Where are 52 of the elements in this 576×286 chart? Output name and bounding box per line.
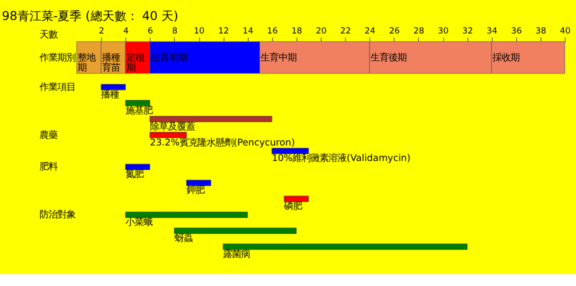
y-tick-label: 作業期別 [38, 52, 76, 64]
bar [222, 244, 468, 250]
bar [150, 132, 187, 138]
x-tick-label: 6 [148, 26, 154, 36]
x-tick-label: 38 [535, 26, 546, 36]
category-label: 23.2%賓克隆水懸劑(Pencycuron) [150, 137, 295, 148]
series-label: 採收期 [492, 52, 520, 64]
x-tick-label: 40 [560, 26, 571, 36]
series-label: 生育後期 [370, 52, 406, 64]
x-tick-label: 26 [389, 26, 400, 36]
text: 農藥 [39, 130, 58, 141]
x-tick-label: 18 [291, 26, 302, 36]
x-tick-label: 12 [218, 26, 229, 36]
bar [125, 164, 150, 170]
series-label: 播種育苗 [102, 52, 120, 74]
x-tick-label: 32 [462, 26, 473, 36]
x-tick-label: 30 [438, 26, 449, 36]
x-tick-label: 34 [486, 26, 498, 36]
text: 肥料 [39, 162, 58, 173]
category-label: 露菌病 [223, 249, 250, 260]
x-tick-label: 36 [511, 26, 522, 36]
category-label: 播種 [101, 89, 120, 100]
x-tick-label: 14 [242, 26, 254, 36]
category-label: 10%維利黴素溶液(Validamycin) [272, 153, 411, 164]
x-tick-label: 20 [316, 26, 327, 36]
x-tick-label: 2 [98, 26, 104, 36]
series-label: 整地期 [78, 52, 96, 74]
x-tick-label: 4 [123, 26, 129, 36]
bar [186, 180, 212, 186]
x-tick-label: 8 [172, 26, 178, 36]
category-label: 小菜蛾 [125, 217, 152, 228]
series-label: 生育初期 [150, 52, 187, 64]
text: 作業項目 [38, 82, 76, 93]
x-tick-label: 24 [364, 26, 376, 36]
x-tick-label: 10 [194, 26, 205, 36]
chart-title: 98青江菜-夏季 (總天數： 40 天) [2, 9, 178, 24]
bar [174, 228, 297, 234]
x-tick-label: 16 [267, 26, 278, 36]
category-label: 蚜蟲 [174, 233, 192, 244]
bar [150, 116, 272, 122]
text: 防治對象 [39, 210, 76, 221]
category-label: 除草及覆蓋 [150, 121, 195, 132]
series-label: 生育中期 [260, 52, 297, 64]
category-label: 磷肥 [284, 201, 302, 212]
x-axis-title: 天數 [40, 29, 58, 40]
x-tick-label: 28 [413, 26, 424, 36]
category-label: 鉀肥 [186, 185, 204, 196]
x-tick-label: 22 [340, 26, 351, 36]
category-label: 氮肥 [125, 169, 144, 180]
series-label: 定植期 [126, 52, 144, 74]
bar [125, 212, 248, 218]
category-label: 施基肥 [125, 105, 152, 116]
